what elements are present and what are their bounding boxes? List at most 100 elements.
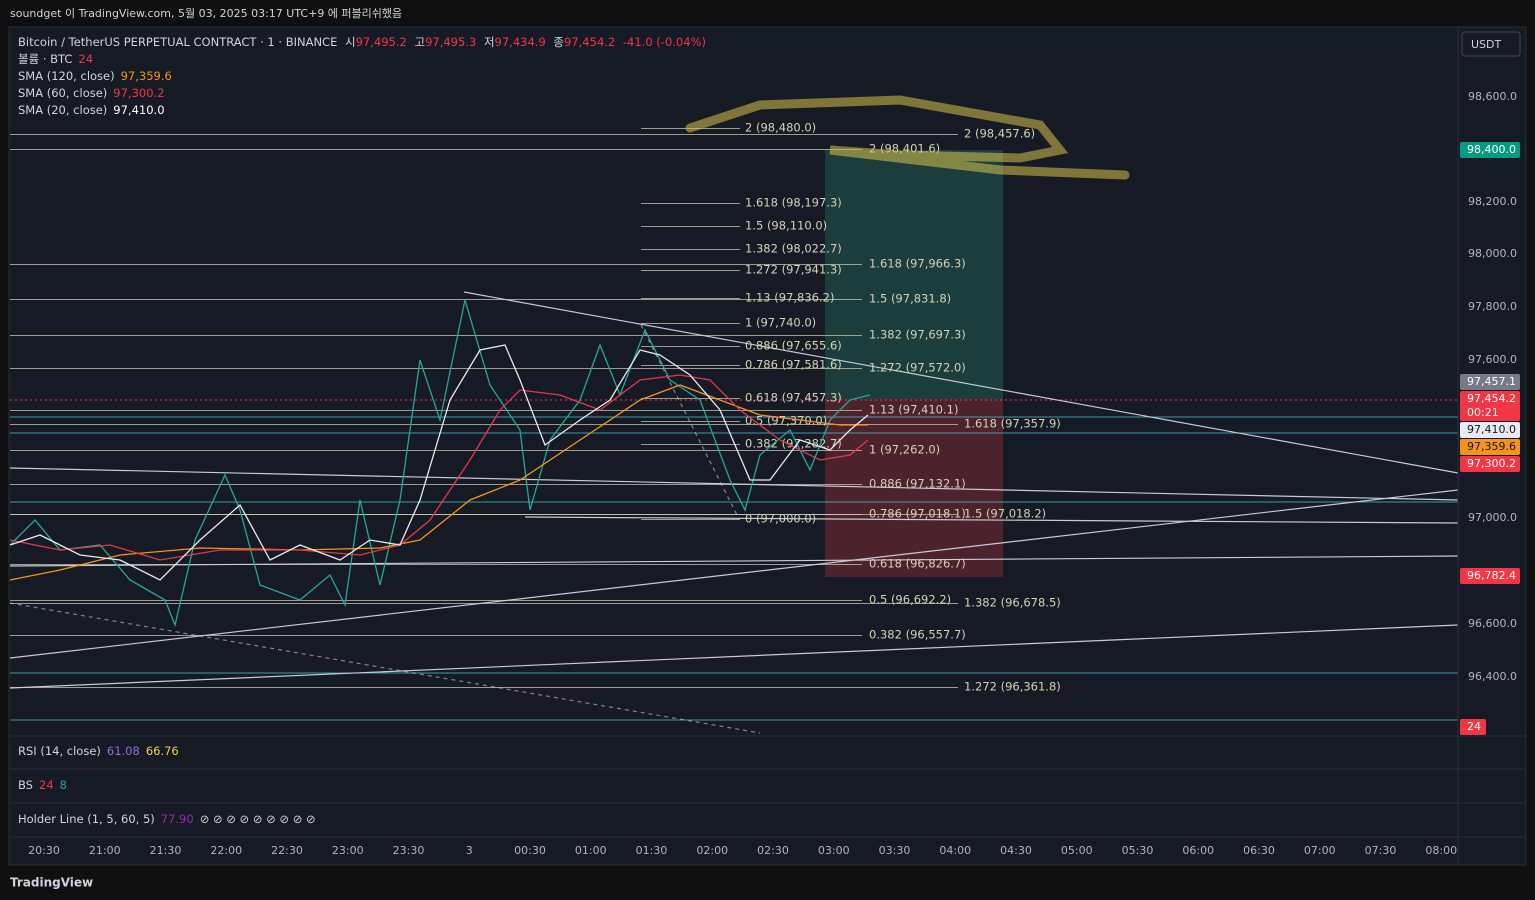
bs-name: BS [18,778,33,792]
price-tick-label: 97,000.0 [1468,511,1517,524]
symbol-line: Bitcoin / TetherUS PERPETUAL CONTRACT · … [18,35,706,49]
fib-label: 0 (97,000.0) [745,512,816,526]
horizontal-lines [10,416,1458,721]
fib-label: 1.382 (97,697.3) [869,328,966,342]
legend-row: SMA (20, close) 97,410.0 [18,103,165,117]
hand-drawn-marker [685,95,1130,180]
fib-label: 1.5 (98,110.0) [745,219,827,233]
bs-value-1: 24 [39,778,54,792]
holder-symbols: ⊘ ⊘ ⊘ ⊘ ⊘ ⊘ ⊘ ⊘ ⊘ [200,812,316,826]
time-tick-label: 3 [466,844,473,857]
change: -41.0 (-0.04%) [623,35,706,49]
fib-label: 1.382 (98,022.7) [745,242,842,256]
time-tick-label: 07:30 [1365,844,1397,857]
fib-label: 1 (97,262.0) [869,443,940,457]
time-tick-label: 05:00 [1061,844,1093,857]
sma-120 [9,384,868,581]
fib-label: 1.5 (97,831.8) [869,292,951,306]
price-badge [1460,439,1520,455]
time-tick-label: 22:30 [271,844,303,857]
price-path [9,299,871,628]
publish-header: soundget 이 TradingView.com, 5월 03, 2025 … [10,7,402,20]
chart-frame [8,26,1527,866]
fib-label: 0.382 (96,557.7) [869,628,966,642]
fib-label: 1.13 (97,410.1) [869,403,958,417]
price-badge-label: 97,457.1 [1467,375,1516,388]
indicator-legend: 볼륨 · BTC 24 SMA (120, close) 97,359.6 SMA (6… [18,52,172,117]
price-badge [1460,391,1520,407]
fib-label: 1.272 (97,941.3) [745,263,842,277]
pane-separators [10,28,1526,864]
time-tick-label: 06:30 [1243,844,1275,857]
price-tick-label: 98,200.0 [1468,195,1517,208]
price-badge-label: 97,454.2 [1467,392,1516,405]
time-tick-label: 23:00 [332,844,364,857]
price-badge [1460,456,1520,472]
time-tick-label: 02:30 [757,844,789,857]
target-zone [825,150,1003,399]
currency-label: USDT [1471,38,1502,51]
time-tick-label: 01:30 [636,844,668,857]
time-tick-label: 02:00 [696,844,728,857]
fib-label: 0.886 (97,132.1) [869,477,966,491]
fib-label: 0.786 (97,018.1) [869,507,966,521]
holder-value: 77.90 [161,812,194,826]
price-badge-label: 98,400.0 [1467,143,1516,156]
time-tick-label: 01:00 [575,844,607,857]
legend-value: 24 [78,52,93,66]
holder-name: Holder Line (1, 5, 60, 5) [18,812,155,826]
price-tick-label: 97,800.0 [1468,300,1517,313]
price-badge [1460,374,1520,390]
fib-label: 0.5 (96,692.2) [869,593,951,607]
fib-label: 1.618 (98,197.3) [745,196,842,210]
fib-levels: 2 (98,480.0) 1.618 (98,197.3) 1.5 (98,110.… [10,121,1061,694]
time-tick-label: 05:30 [1122,844,1154,857]
fib-label: 2 (98,457.6) [964,127,1035,141]
time-tick-label: 00:30 [514,844,546,857]
fib-label: 1.618 (97,357.9) [964,417,1061,431]
rsi-ma: 66.76 [146,744,179,758]
legend-value: 97,410.0 [113,103,164,117]
sma-60 [9,374,869,561]
bs-legend: BS 24 8 [18,778,67,792]
close-label: 종 [553,35,564,49]
price-badge-label: 00:21 [1467,406,1499,419]
legend-row: SMA (120, close) 97,359.6 [18,69,172,83]
rsi-value: 61.08 [107,744,140,758]
low: 97,434.9 [495,35,546,49]
time-tick-label: 04:00 [939,844,971,857]
price-badge [1460,568,1520,584]
time-axis: 20:30 21:00 21:30 22:00 22:30 23:00 23:30 3 00:3… [28,844,1457,857]
sma-20 [9,344,869,581]
fib-label: 0.5 (97,370.0) [745,414,827,428]
fib-label: 2 (98,480.0) [745,121,816,135]
fib-label: 0.618 (97,457.3) [745,391,842,405]
legend-name: SMA (60, close) [18,86,107,100]
fib-label: 1 (97,740.0) [745,316,816,330]
currency-button[interactable] [1461,31,1521,57]
price-badge-label: 24 [1467,720,1481,733]
price-tick-label: 98,600.0 [1468,90,1517,103]
bs-value-2: 8 [60,778,67,792]
high-label: 고 [414,35,425,49]
price-badge [1460,422,1520,438]
legend-row: SMA (60, close) 97,300.2 [18,86,165,100]
price-tick-label: 98,000.0 [1468,247,1517,260]
rsi-name: RSI (14, close) [18,744,101,758]
legend-value: 97,359.6 [121,69,172,83]
time-tick-label: 07:00 [1304,844,1336,857]
fib-label: 1.618 (97,966.3) [869,257,966,271]
fib-label: 0.786 (97,581.6) [745,358,842,372]
price-tick-label: 96,600.0 [1468,617,1517,630]
holder-legend: Holder Line (1, 5, 60, 5) 77.90 ⊘ ⊘ ⊘ ⊘ ⊘ … [18,812,316,826]
low-label: 저 [484,35,495,49]
price-badge-label: 97,359.6 [1467,440,1516,453]
price-badge-label: 96,782.4 [1467,569,1516,582]
legend-name: SMA (20, close) [18,103,107,117]
fib-label: 1.272 (97,572.0) [869,361,966,375]
time-tick-label: 04:30 [1000,844,1032,857]
time-tick-label: 20:30 [28,844,60,857]
time-tick-label: 21:00 [89,844,121,857]
time-tick-label: 22:00 [210,844,242,857]
